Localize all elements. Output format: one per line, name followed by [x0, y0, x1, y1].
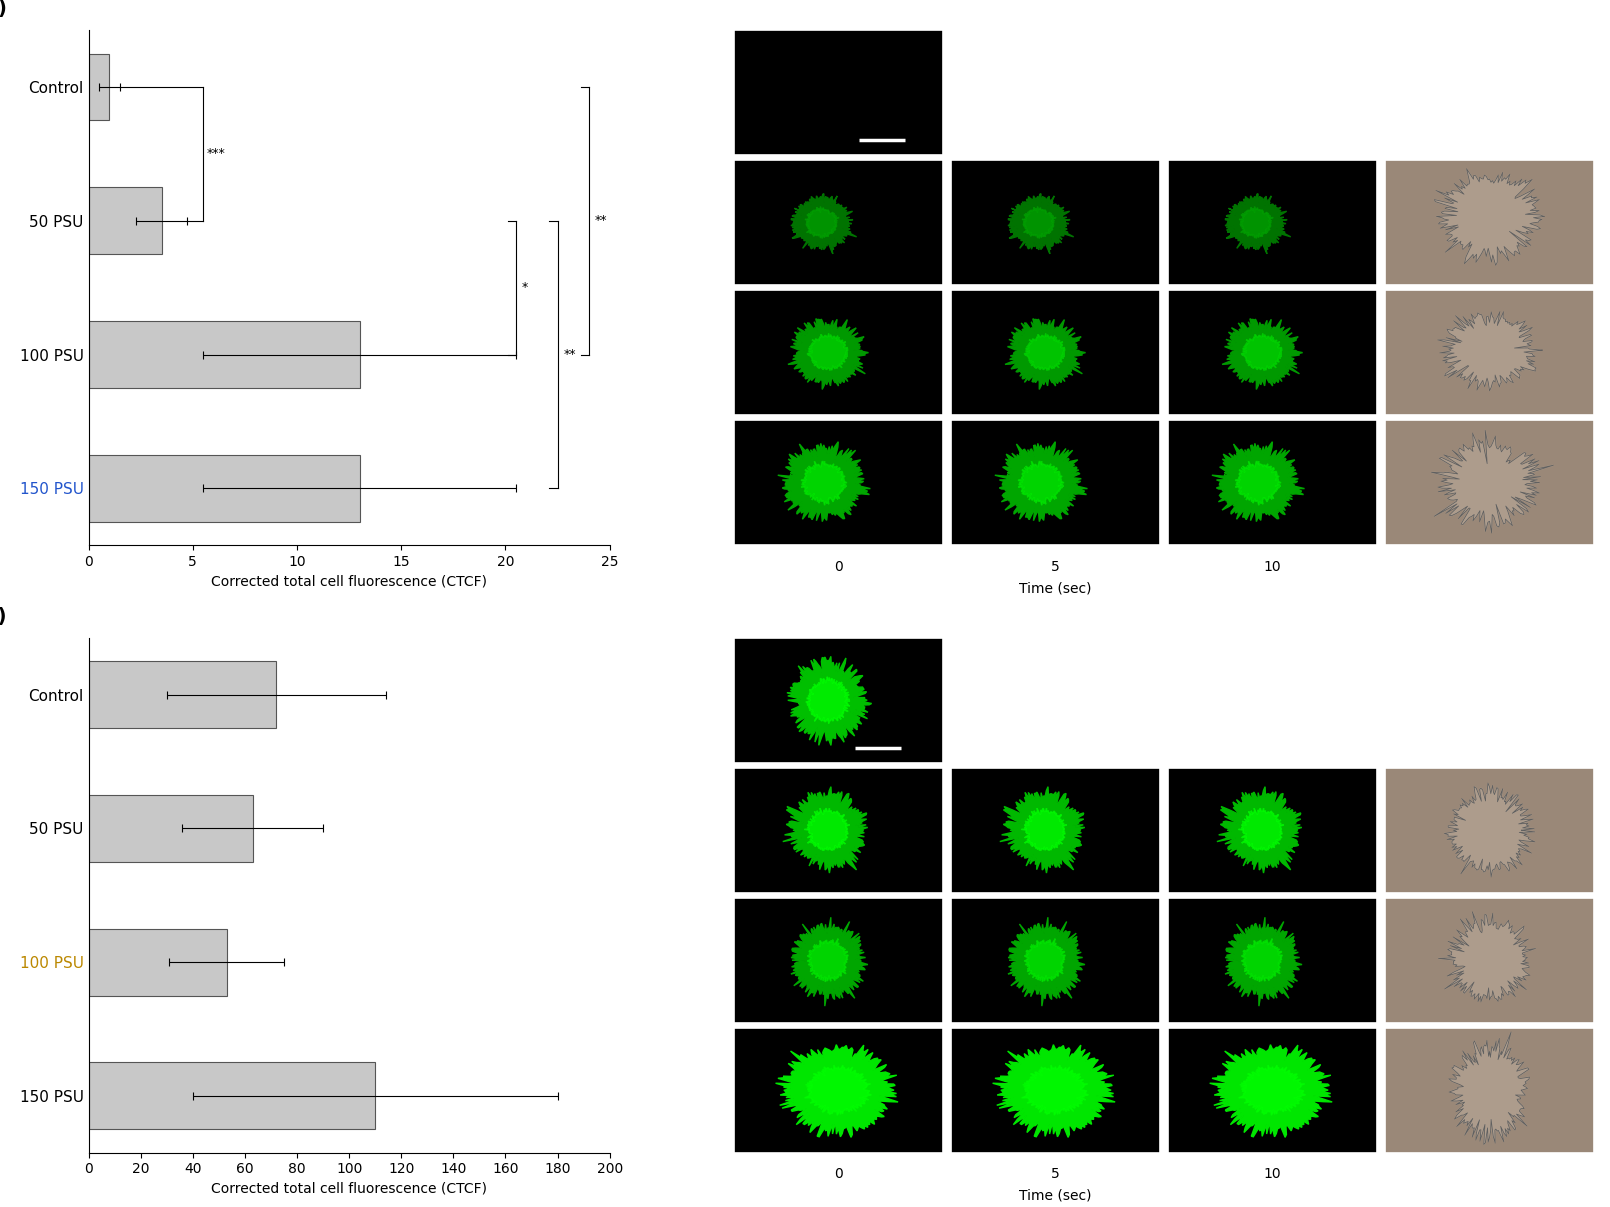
Polygon shape: [1008, 193, 1074, 253]
Text: (B): (B): [0, 607, 6, 626]
Polygon shape: [791, 917, 868, 1007]
Bar: [89, 321, 359, 387]
Polygon shape: [787, 319, 868, 390]
Polygon shape: [1000, 787, 1085, 873]
Text: **: **: [596, 215, 607, 227]
Polygon shape: [805, 809, 850, 851]
Polygon shape: [1008, 917, 1085, 1007]
Polygon shape: [1005, 319, 1085, 390]
Text: (A): (A): [0, 0, 6, 18]
Polygon shape: [782, 787, 868, 873]
Text: 5: 5: [1051, 1167, 1059, 1182]
Polygon shape: [805, 677, 850, 723]
Bar: [89, 928, 227, 996]
Text: Time (sec): Time (sec): [1019, 1189, 1092, 1203]
Polygon shape: [776, 1045, 898, 1137]
Polygon shape: [778, 442, 871, 521]
X-axis label: Corrected total cell fluorescence (CTCF): Corrected total cell fluorescence (CTCF): [211, 575, 488, 588]
Polygon shape: [1209, 1045, 1331, 1137]
Text: 0: 0: [834, 560, 842, 573]
Polygon shape: [1225, 917, 1302, 1007]
Polygon shape: [1022, 206, 1056, 238]
Polygon shape: [993, 1045, 1116, 1137]
Text: 10: 10: [1264, 560, 1282, 573]
Polygon shape: [1241, 939, 1282, 981]
Polygon shape: [1438, 311, 1542, 391]
Polygon shape: [1018, 461, 1064, 506]
Polygon shape: [1021, 809, 1067, 851]
Polygon shape: [1238, 1065, 1306, 1115]
Bar: [89, 187, 161, 255]
Bar: [89, 1062, 375, 1130]
Text: 5: 5: [1051, 560, 1059, 573]
Bar: [89, 795, 253, 862]
Polygon shape: [995, 442, 1087, 521]
Polygon shape: [1225, 193, 1291, 253]
Polygon shape: [1222, 319, 1302, 390]
Bar: [89, 661, 277, 728]
Polygon shape: [1431, 431, 1554, 533]
X-axis label: Corrected total cell fluorescence (CTCF): Corrected total cell fluorescence (CTCF): [211, 1182, 488, 1196]
Polygon shape: [805, 1065, 871, 1115]
Polygon shape: [805, 206, 839, 238]
Polygon shape: [1241, 333, 1282, 371]
Polygon shape: [802, 461, 847, 506]
Text: 10: 10: [1264, 1167, 1282, 1182]
Text: ***: ***: [206, 147, 225, 161]
Polygon shape: [1217, 787, 1302, 873]
Polygon shape: [1238, 809, 1283, 851]
Polygon shape: [807, 333, 848, 371]
Text: **: **: [564, 348, 576, 361]
Polygon shape: [1022, 1065, 1088, 1115]
Text: *: *: [522, 281, 528, 295]
Text: 0: 0: [834, 1167, 842, 1182]
Polygon shape: [1240, 206, 1274, 238]
Polygon shape: [1438, 911, 1536, 1002]
Polygon shape: [1449, 1032, 1530, 1144]
Polygon shape: [1212, 442, 1304, 521]
Text: Time (sec): Time (sec): [1019, 582, 1092, 595]
Polygon shape: [1024, 333, 1066, 371]
Polygon shape: [807, 939, 848, 981]
Polygon shape: [787, 657, 871, 746]
Polygon shape: [1024, 939, 1066, 981]
Polygon shape: [1435, 169, 1544, 266]
Polygon shape: [1235, 461, 1282, 506]
Bar: [89, 455, 359, 521]
Bar: [89, 53, 109, 121]
Polygon shape: [791, 193, 857, 253]
Polygon shape: [1444, 783, 1534, 877]
